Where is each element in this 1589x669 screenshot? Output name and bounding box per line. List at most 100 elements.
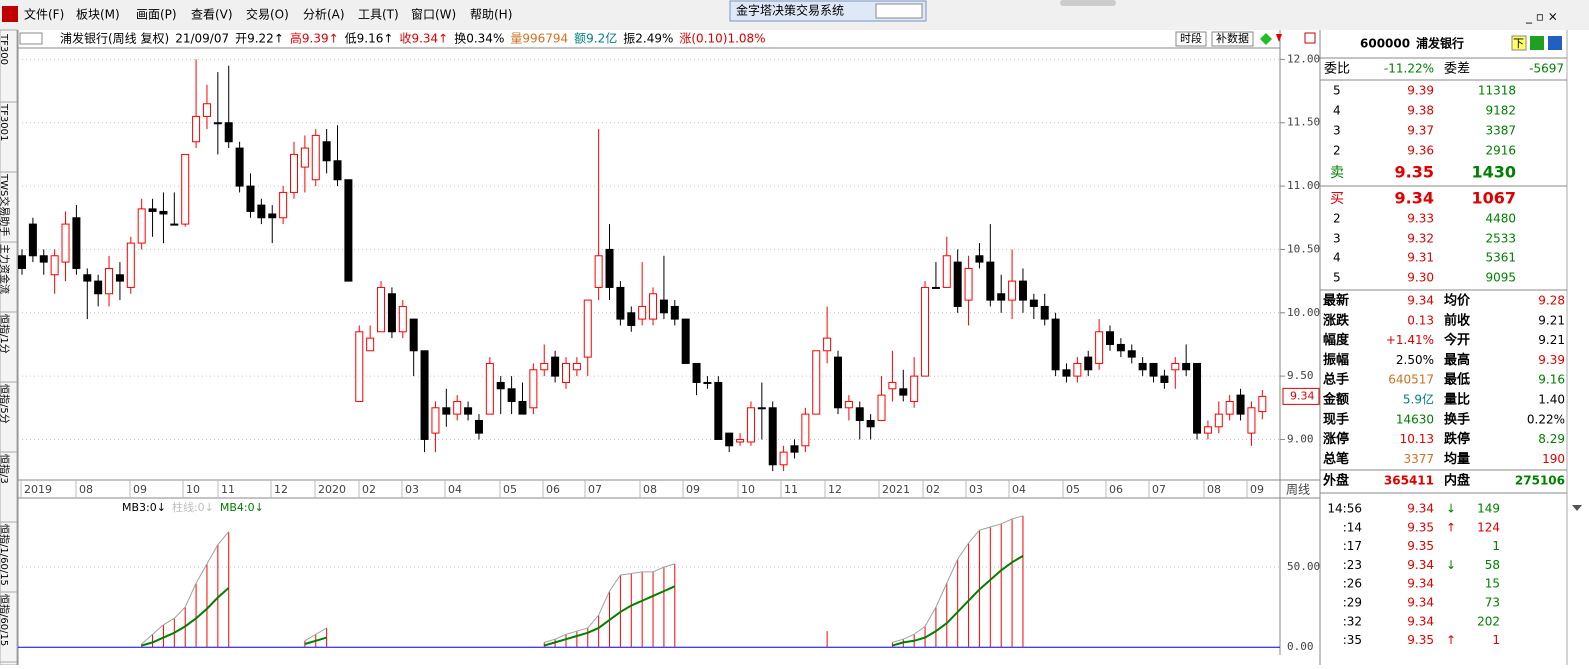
stat-value: 10.13 — [1400, 432, 1434, 446]
candle-body — [540, 362, 549, 371]
candle-body — [779, 451, 788, 466]
side-tab[interactable]: 主力资金流 — [0, 244, 11, 294]
candle-body — [757, 407, 766, 410]
y-tick-label: 9.50 — [1287, 369, 1314, 382]
menu-item[interactable]: 板块(M) — [76, 8, 120, 22]
menu-item[interactable]: 窗口(W) — [411, 8, 456, 22]
weidiff-value: -5697 — [1529, 62, 1564, 76]
side-tab[interactable]: TF300 — [0, 33, 9, 65]
candle-body — [736, 438, 745, 443]
tag-box[interactable] — [1511, 35, 1527, 51]
side-tab[interactable]: 恒指/5分 — [0, 384, 11, 424]
menu-item[interactable]: 查看(V) — [191, 8, 233, 22]
y-tick-label: 11.50 — [1287, 116, 1320, 129]
candle-body — [94, 280, 103, 295]
candle-body — [1116, 343, 1125, 352]
candle-body — [409, 318, 418, 352]
scroll-arrow[interactable] — [1572, 505, 1582, 511]
stat-value: 9.16 — [1538, 373, 1565, 387]
side-tab[interactable]: TWS交易助手 — [0, 173, 11, 236]
side-tab[interactable]: 恒指/60/15 — [0, 594, 11, 646]
tick-time: :26 — [1343, 577, 1362, 591]
stat-value: 5.9亿 — [1403, 392, 1434, 407]
book-volume: 1067 — [1471, 189, 1516, 208]
close-button[interactable] — [1304, 32, 1316, 44]
stat-label: 涨跌 — [1322, 312, 1350, 328]
window-controls[interactable]: _ ▫ × — [1525, 10, 1558, 24]
tick-price: 9.35 — [1407, 539, 1434, 553]
menu-item[interactable]: 画面(P) — [136, 8, 177, 22]
candle-body — [1095, 331, 1104, 364]
side-tab[interactable]: 恒指/3 — [0, 454, 11, 484]
candle-body — [1149, 362, 1158, 377]
stat-label: 涨停 — [1322, 431, 1349, 447]
book-level: 3 — [1333, 124, 1341, 138]
mb4-line — [543, 585, 676, 647]
book-volume: 9095 — [1485, 271, 1516, 285]
candle-body — [115, 274, 124, 282]
candle-body — [72, 217, 81, 269]
candle-body — [1018, 280, 1027, 301]
candle-body — [137, 208, 146, 244]
tick-price: 9.34 — [1407, 596, 1434, 610]
menu-item[interactable]: 交易(O) — [246, 7, 289, 22]
tick-direction: ↓ — [1446, 558, 1456, 572]
outer-value: 365411 — [1384, 474, 1434, 488]
book-price: 9.37 — [1407, 124, 1434, 138]
menu-item[interactable]: 分析(A) — [303, 8, 345, 22]
stat-value: 0.22% — [1527, 412, 1565, 426]
candle-body — [474, 419, 483, 434]
header-box[interactable] — [19, 32, 43, 45]
header-button[interactable] — [1211, 31, 1254, 47]
candle-body — [931, 286, 940, 289]
book-level: 5 — [1333, 271, 1341, 285]
tick-volume: 73 — [1485, 596, 1500, 610]
x-tick-label: 09 — [686, 483, 700, 496]
stat-label: 今开 — [1443, 332, 1470, 348]
blue-icon[interactable] — [1548, 36, 1562, 50]
x-tick-label: 02 — [926, 483, 940, 496]
candle-body — [300, 147, 309, 168]
x-tick-label: 04 — [1012, 483, 1026, 496]
tick-time: :17 — [1343, 539, 1362, 553]
candle-body — [1203, 426, 1212, 434]
side-tab[interactable]: 恒指/1/60/15 — [0, 524, 11, 586]
x-tick-label: 2019 — [24, 483, 52, 496]
book-volume: 2916 — [1485, 144, 1516, 158]
tick-time: :14 — [1343, 520, 1362, 534]
header-button[interactable] — [1175, 31, 1207, 47]
indicator-legend: MB3:0↓ — [122, 501, 166, 514]
book-volume: 9182 — [1485, 104, 1516, 118]
side-tab[interactable]: TF3001 — [0, 103, 9, 141]
candle-body — [953, 261, 962, 307]
quote-tag[interactable]: 下 — [1513, 37, 1524, 50]
tick-volume: 15 — [1485, 577, 1500, 591]
header-button-label[interactable]: 时段 — [1180, 31, 1202, 45]
tick-volume: 124 — [1477, 520, 1500, 534]
candle-body — [268, 213, 277, 219]
menu-item[interactable]: 帮助(H) — [470, 8, 512, 22]
stat-label: 跌停 — [1444, 431, 1470, 447]
candle-body — [1084, 356, 1093, 371]
tick-price: 9.34 — [1407, 577, 1434, 591]
x-tick-label: 07 — [1152, 483, 1166, 496]
period-label: 周线 — [1286, 483, 1310, 497]
window-buttons[interactable] — [875, 3, 923, 19]
tick-volume: 149 — [1477, 502, 1500, 516]
candle-body — [213, 122, 222, 125]
x-tick-label: 04 — [448, 483, 462, 496]
stat-label: 均量 — [1444, 451, 1470, 467]
header-item: 涨(0.10)1.08% — [679, 31, 765, 46]
candle-body — [311, 134, 320, 181]
green-icon[interactable] — [1530, 36, 1544, 50]
header-item: 量996794 — [510, 32, 568, 46]
menu-item[interactable]: 工具(T) — [358, 8, 399, 22]
y-tick-label: 10.00 — [1287, 306, 1320, 319]
header-button-label[interactable]: 补数据 — [1216, 31, 1249, 45]
x-tick-label: 11 — [221, 483, 235, 496]
menu-item[interactable]: 文件(F) — [24, 7, 64, 22]
stat-label: 量比 — [1444, 392, 1470, 408]
candle-body — [192, 115, 201, 143]
side-tab[interactable]: 恒指/1分 — [0, 314, 11, 354]
candle-body — [910, 375, 919, 402]
